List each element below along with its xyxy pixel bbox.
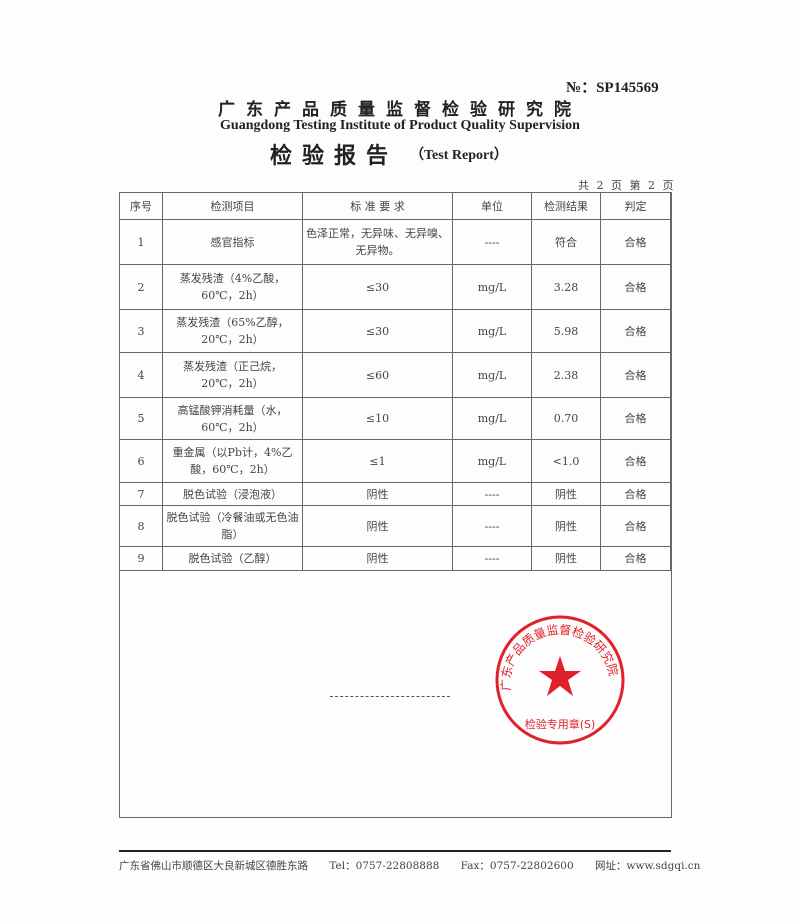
header-result: 检测结果 xyxy=(531,192,601,220)
unit: ---- xyxy=(452,482,532,506)
row-number: 6 xyxy=(119,439,163,483)
unit: ---- xyxy=(452,219,532,265)
unit: mg/L xyxy=(452,309,532,353)
verdict: 合格 xyxy=(600,439,671,483)
row-number: 9 xyxy=(119,546,163,571)
result: 阴性 xyxy=(531,482,601,506)
test-item: 蒸发残渣（正己烷，20℃，2h） xyxy=(162,352,303,398)
table-header-row: 序号 检测项目 标 准 要 求 单位 检测结果 判定 xyxy=(119,192,671,220)
row-number: 3 xyxy=(119,309,163,353)
unit: mg/L xyxy=(452,352,532,398)
header-requirement: 标 准 要 求 xyxy=(302,192,453,220)
result: <1.0 xyxy=(531,439,601,483)
requirement: ≤60 xyxy=(302,352,453,398)
table-row: 1 感官指标 色泽正常，无异味、无异嗅、无异物。 ---- 符合 合格 xyxy=(119,219,671,265)
table-row: 3 蒸发残渣（65%乙醇，20℃，2h） ≤30 mg/L 5.98 合格 xyxy=(119,309,671,353)
organization-name-cn: 广东产品质量监督检验研究院 xyxy=(218,100,582,120)
unit: mg/L xyxy=(452,439,532,483)
requirement: ≤1 xyxy=(302,439,453,483)
document-number: №：SP145569 xyxy=(566,80,659,96)
end-dashed-line xyxy=(330,696,450,697)
footer-divider xyxy=(119,850,671,852)
verdict: 合格 xyxy=(600,264,671,310)
table-row: 9 脱色试验（乙醇） 阴性 ---- 阴性 合格 xyxy=(119,546,671,571)
footer-fax: Fax：0757-22802600 xyxy=(460,860,574,872)
results-table: 序号 检测项目 标 准 要 求 单位 检测结果 判定 1 感官指标 色泽正常，无异味… xyxy=(119,192,671,571)
test-item: 脱色试验（冷餐油或无色油脂） xyxy=(162,505,303,547)
verdict: 合格 xyxy=(600,219,671,265)
requirement: 阴性 xyxy=(302,482,453,506)
header-verdict: 判定 xyxy=(600,192,671,220)
row-number: 4 xyxy=(119,352,163,398)
test-item: 高锰酸钾消耗量（水，60℃，2h） xyxy=(162,397,303,440)
header-no: 序号 xyxy=(119,192,163,220)
result: 3.28 xyxy=(531,264,601,310)
test-item: 蒸发残渣（4%乙酸，60℃，2h） xyxy=(162,264,303,310)
result: 符合 xyxy=(531,219,601,265)
official-seal: 广东产品质量监督检验研究院 检验专用章(S) xyxy=(495,615,625,745)
header-item: 检测项目 xyxy=(162,192,303,220)
unit: mg/L xyxy=(452,264,532,310)
star-icon xyxy=(539,656,581,696)
result: 5.98 xyxy=(531,309,601,353)
table-row: 5 高锰酸钾消耗量（水，60℃，2h） ≤10 mg/L 0.70 合格 xyxy=(119,397,671,440)
unit: ---- xyxy=(452,505,532,547)
footer-website: 网址：www.sdgqi.cn xyxy=(594,860,701,872)
test-item: 脱色试验（乙醇） xyxy=(162,546,303,571)
requirement: 色泽正常，无异味、无异嗅、无异物。 xyxy=(302,219,453,265)
requirement: ≤10 xyxy=(302,397,453,440)
report-title-en: （Test Report） xyxy=(410,148,508,163)
row-number: 5 xyxy=(119,397,163,440)
row-number: 1 xyxy=(119,219,163,265)
unit: mg/L xyxy=(452,397,532,440)
page-info: 共 2 页 第 2 页 xyxy=(578,179,676,192)
test-item: 感官指标 xyxy=(162,219,303,265)
requirement: ≤30 xyxy=(302,264,453,310)
result: 阴性 xyxy=(531,546,601,571)
verdict: 合格 xyxy=(600,309,671,353)
verdict: 合格 xyxy=(600,482,671,506)
row-number: 7 xyxy=(119,482,163,506)
result: 2.38 xyxy=(531,352,601,398)
row-number: 2 xyxy=(119,264,163,310)
test-item: 蒸发残渣（65%乙醇，20℃，2h） xyxy=(162,309,303,353)
test-item: 脱色试验（浸泡液） xyxy=(162,482,303,506)
row-number: 8 xyxy=(119,505,163,547)
report-title: 检验报告 xyxy=(270,143,399,169)
table-row: 4 蒸发残渣（正己烷，20℃，2h） ≤60 mg/L 2.38 合格 xyxy=(119,352,671,398)
unit: ---- xyxy=(452,546,532,571)
verdict: 合格 xyxy=(600,505,671,547)
verdict: 合格 xyxy=(600,397,671,440)
organization-name-en: Guangdong Testing Institute of Product Q… xyxy=(220,118,580,133)
table-row: 2 蒸发残渣（4%乙酸，60℃，2h） ≤30 mg/L 3.28 合格 xyxy=(119,264,671,310)
table-row: 8 脱色试验（冷餐油或无色油脂） 阴性 ---- 阴性 合格 xyxy=(119,505,671,547)
table-row: 7 脱色试验（浸泡液） 阴性 ---- 阴性 合格 xyxy=(119,482,671,506)
verdict: 合格 xyxy=(600,546,671,571)
footer: 广东省佛山市顺德区大良新城区德胜东路 Tel：0757-22808888 Fax… xyxy=(119,858,718,873)
seal-bottom-text: 检验专用章(S) xyxy=(525,717,596,731)
result: 阴性 xyxy=(531,505,601,547)
header-unit: 单位 xyxy=(452,192,532,220)
requirement: 阴性 xyxy=(302,546,453,571)
footer-address: 广东省佛山市顺德区大良新城区德胜东路 xyxy=(119,860,308,872)
requirement: ≤30 xyxy=(302,309,453,353)
test-item: 重金属（以Pb计，4%乙酸，60℃，2h） xyxy=(162,439,303,483)
table-row: 6 重金属（以Pb计，4%乙酸，60℃，2h） ≤1 mg/L <1.0 合格 xyxy=(119,439,671,483)
verdict: 合格 xyxy=(600,352,671,398)
result: 0.70 xyxy=(531,397,601,440)
requirement: 阴性 xyxy=(302,505,453,547)
footer-tel: Tel：0757-22808888 xyxy=(329,860,440,872)
